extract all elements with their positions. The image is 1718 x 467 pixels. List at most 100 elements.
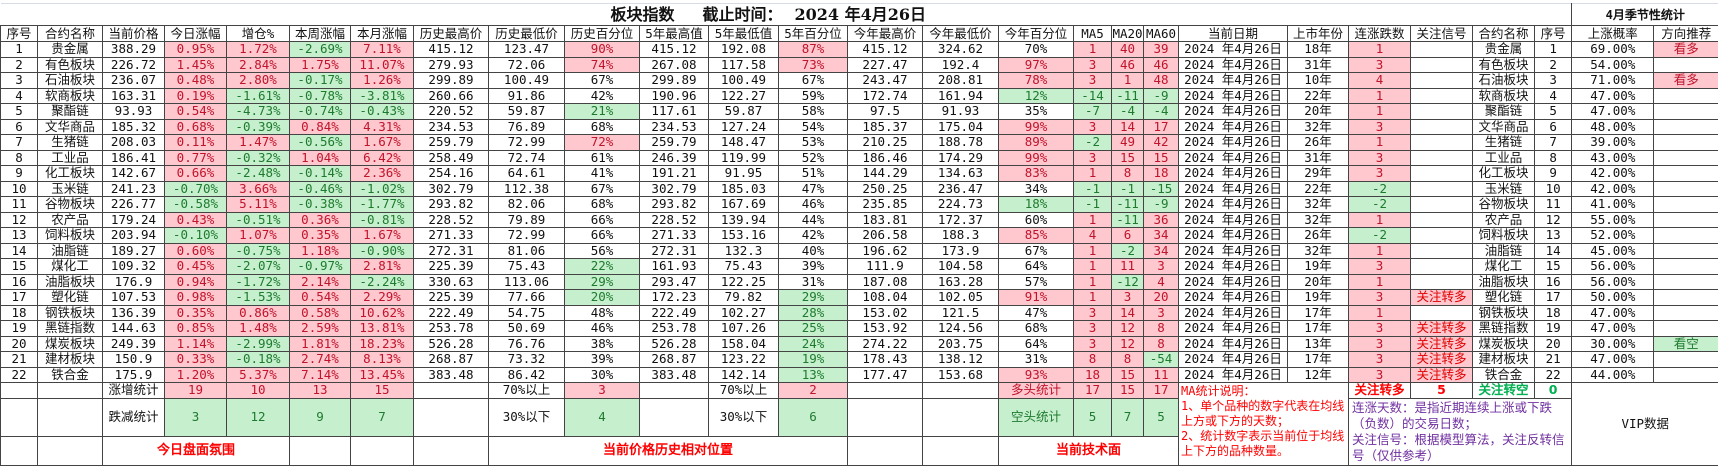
cell-seq: 8 xyxy=(0,149,38,166)
cell-oi-change: -2.99% xyxy=(226,335,290,352)
cell-month-change: 4.31% xyxy=(350,118,414,135)
cell-ma60: 34 xyxy=(1143,227,1179,244)
empty-cell xyxy=(922,435,999,466)
cell-y5-percentile: 73% xyxy=(778,56,848,73)
empty-cell xyxy=(37,435,103,466)
cell-current-date: 2024 年4月26日 xyxy=(1178,227,1288,244)
cell-current-date: 2024 年4月26日 xyxy=(1178,320,1288,337)
cell-seq-right: 21 xyxy=(1533,351,1573,368)
legend-note-line: 连涨天数：是指近期连续上涨或下跌（负数）的交易日数； xyxy=(1352,399,1553,431)
cell-ytd-high: 172.74 xyxy=(847,87,923,104)
cell-week-change: -2.69% xyxy=(289,41,351,58)
cell-streak: 1 xyxy=(1348,87,1411,104)
cell-seq: 11 xyxy=(0,196,38,213)
cell-ytd-high: 153.02 xyxy=(847,304,923,321)
cell-seq: 22 xyxy=(0,366,38,383)
header-name-right: 合约名称 xyxy=(1472,25,1535,42)
cell-name: 软商板块 xyxy=(37,87,103,104)
cell-ma5: 1 xyxy=(1073,211,1112,228)
cell-y5-percentile: 28% xyxy=(778,304,848,321)
cell-streak: 3 xyxy=(1348,258,1411,275)
cell-ytd-high: 178.43 xyxy=(847,351,923,368)
cell-today-change: 0.35% xyxy=(164,304,227,321)
ma-note-title: MA统计说明： xyxy=(1181,384,1256,398)
cell-ytd-high: 186.46 xyxy=(847,149,923,166)
cell-oi-change: -0.51% xyxy=(226,211,290,228)
cell-name-right: 塑化链 xyxy=(1472,289,1535,306)
turn-short-label: 关注转空 xyxy=(1472,382,1535,399)
down-count-oi: 12 xyxy=(226,397,290,437)
cell-y5-low: 79.82 xyxy=(708,289,779,306)
cell-y5-percentile: 13% xyxy=(778,366,848,383)
header-listed-years: 上市年份 xyxy=(1287,25,1349,42)
cell-ma60: 3 xyxy=(1143,258,1179,275)
y5-above-count: 2 xyxy=(778,382,848,399)
cell-signal xyxy=(1410,118,1473,135)
cell-today-change: 0.77% xyxy=(164,149,227,166)
cell-current-date: 2024 年4月26日 xyxy=(1178,118,1288,135)
cell-week-change: 1.75% xyxy=(289,56,351,73)
cell-seq-right: 8 xyxy=(1533,149,1573,166)
cell-ytd-percentile: 70% xyxy=(998,41,1074,58)
empty-cell xyxy=(0,397,38,437)
cell-ma5: 3 xyxy=(1073,320,1112,337)
cell-hist-percentile: 74% xyxy=(564,56,640,73)
cell-signal xyxy=(1410,72,1473,89)
cell-y5-high: 268.87 xyxy=(639,351,709,368)
cell-signal: 关注转多 xyxy=(1410,289,1473,306)
cell-month-change: 2.36% xyxy=(350,165,414,182)
cell-listed-years: 17年 xyxy=(1287,320,1349,337)
cell-oi-change: 0.86% xyxy=(226,304,290,321)
cell-up-probability: 45.00% xyxy=(1571,242,1655,259)
cell-seq: 6 xyxy=(0,118,38,135)
cell-hist-percentile: 67% xyxy=(564,72,640,89)
cell-name-right: 煤炭板块 xyxy=(1472,335,1535,352)
cell-current-date: 2024 年4月26日 xyxy=(1178,134,1288,151)
cell-y5-low: 192.08 xyxy=(708,41,779,58)
turn-long-count: 5 xyxy=(1410,382,1473,399)
table-row: 9 化工板块 142.67 0.66% -2.48% -0.14% 2.36% 254.16 6… xyxy=(0,165,1718,182)
cell-today-change: 1.20% xyxy=(164,366,227,383)
cell-hist-high: 383.48 xyxy=(413,366,489,383)
cell-y5-high: 161.93 xyxy=(639,258,709,275)
cell-ma5: 3 xyxy=(1073,335,1112,352)
cell-name: 工业品 xyxy=(37,149,103,166)
cell-streak: 1 xyxy=(1348,103,1411,120)
cell-ma60: 46 xyxy=(1143,56,1179,73)
cell-current-date: 2024 年4月26日 xyxy=(1178,273,1288,290)
down-stats-label: 跌减统计 xyxy=(102,397,165,437)
cell-seq: 9 xyxy=(0,165,38,182)
cell-today-change: 0.60% xyxy=(164,242,227,259)
cell-today-change: 1.14% xyxy=(164,335,227,352)
cell-hist-percentile: 61% xyxy=(564,149,640,166)
cell-ytd-high: 210.25 xyxy=(847,134,923,151)
cell-y5-low: 91.95 xyxy=(708,165,779,182)
cell-up-probability: 39.00% xyxy=(1571,134,1655,151)
bull-stats-label: 多头统计 xyxy=(998,382,1074,399)
cell-listed-years: 29年 xyxy=(1287,165,1349,182)
cell-week-change: 0.54% xyxy=(289,289,351,306)
cell-seq: 2 xyxy=(0,56,38,73)
cell-ytd-low: 192.4 xyxy=(922,56,999,73)
cell-seq: 1 xyxy=(0,41,38,58)
down-count-week: 9 xyxy=(289,397,351,437)
cell-y5-high: 272.31 xyxy=(639,242,709,259)
cell-listed-years: 17年 xyxy=(1287,351,1349,368)
cell-price: 150.9 xyxy=(102,351,165,368)
cell-y5-low: 127.24 xyxy=(708,118,779,135)
bull-ma20: 15 xyxy=(1111,382,1144,399)
cell-listed-years: 10年 xyxy=(1287,72,1349,89)
cell-signal xyxy=(1410,304,1473,321)
cell-name: 化工板块 xyxy=(37,165,103,182)
cell-hist-percentile: 41% xyxy=(564,165,640,182)
bear-stats-label: 空头统计 xyxy=(998,397,1074,437)
cell-direction xyxy=(1653,134,1718,151)
cell-hist-high: 225.39 xyxy=(413,258,489,275)
cell-hist-low: 82.06 xyxy=(488,196,565,213)
header-today-change: 今日涨幅 xyxy=(164,25,227,42)
cell-seq-right: 13 xyxy=(1533,227,1573,244)
cell-hist-low: 112.38 xyxy=(488,180,565,197)
cell-today-change: 0.43% xyxy=(164,211,227,228)
cell-y5-percentile: 51% xyxy=(778,165,848,182)
cell-price: 176.9 xyxy=(102,273,165,290)
